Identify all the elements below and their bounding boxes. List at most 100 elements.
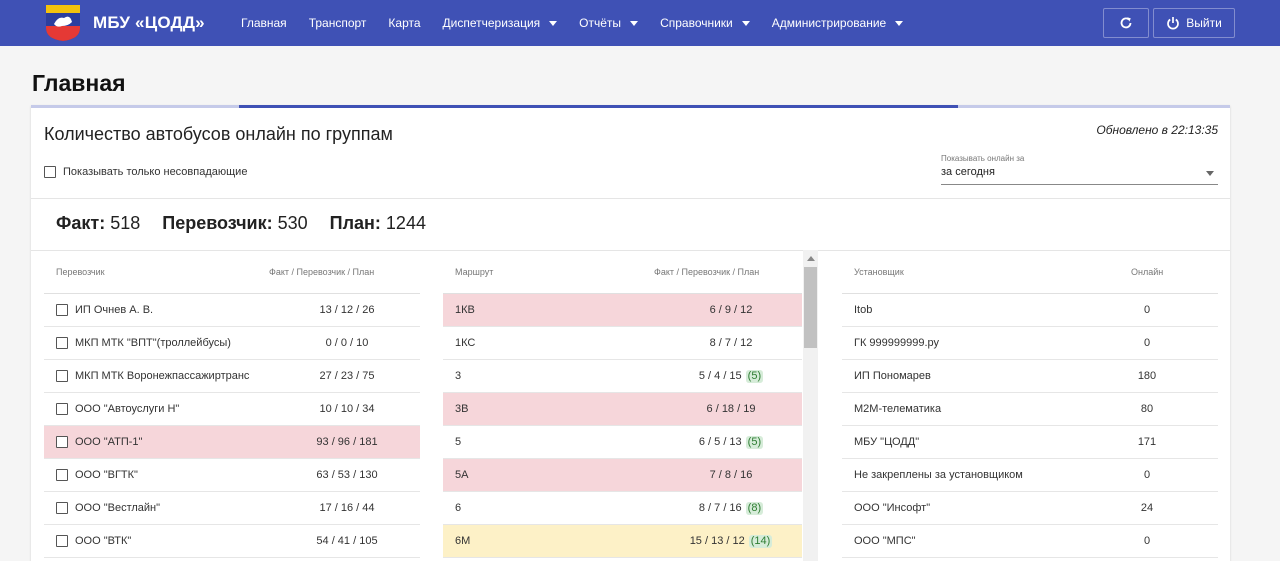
carrier-counts: 13 / 12 / 26 (319, 304, 375, 316)
chevron-down-icon (741, 20, 750, 26)
carrier-cell: МКП МТК "ВПТ"(троллейбусы) (56, 337, 231, 349)
chevron-down-icon (630, 20, 639, 26)
installer-online-count: 0 (1143, 535, 1151, 547)
nav-item-label: Администрирование (771, 16, 887, 30)
nav-item-label: Карта (388, 16, 421, 30)
mismatch-filter[interactable]: Показывать только несовпадающие (44, 166, 247, 178)
total-value: 1244 (385, 213, 426, 233)
scrollbar-thumb[interactable] (804, 267, 817, 348)
nav-item-reports[interactable]: Отчёты (579, 16, 639, 30)
extra-count-badge: (5) (745, 370, 764, 383)
refresh-button[interactable] (1103, 8, 1149, 38)
carrier-checkbox[interactable] (56, 403, 68, 415)
nav-item-label: Главная (241, 16, 287, 30)
carrier-cell: ООО "Вестлайн" (56, 502, 160, 514)
chevron-down-icon (1206, 171, 1214, 176)
total-item: Перевозчик: 530 (162, 213, 307, 234)
table-row[interactable]: 3В 6 / 18 / 19 (443, 393, 802, 426)
brand[interactable]: МБУ «ЦОДД» (44, 4, 205, 42)
route-counts: 6 / 18 / 19 (681, 403, 781, 415)
nav-item-dispatch[interactable]: Диспетчеризация (443, 16, 558, 30)
carrier-checkbox[interactable] (56, 436, 68, 448)
routes-scrollbar[interactable] (803, 250, 818, 561)
installer-name: ГК 999999999.ру (854, 337, 940, 349)
table-row[interactable]: 1КВ 6 / 9 / 12 (443, 294, 802, 327)
installer-name: M2M-телематика (854, 403, 942, 415)
nav-item-home[interactable]: Главная (241, 16, 287, 30)
installer-name: Не закреплены за установщиком (854, 469, 1023, 481)
total-value: 518 (110, 213, 141, 233)
carrier-checkbox[interactable] (56, 337, 68, 349)
nav-item-admin[interactable]: Администрирование (771, 16, 904, 30)
carrier-cell: ООО "ВГТК" (56, 469, 138, 481)
carrier-counts: 10 / 10 / 34 (319, 403, 375, 415)
table-row[interactable]: ИП Очнев А. В. 13 / 12 / 26 (44, 294, 420, 327)
table-row[interactable]: ООО "ВТК" 54 / 41 / 105 (44, 525, 420, 558)
carrier-counts: 27 / 23 / 75 (319, 370, 375, 382)
nav-item-map[interactable]: Карта (388, 16, 420, 30)
nav-item-transport[interactable]: Транспорт (309, 16, 367, 30)
installer-name: ООО "МПС" (854, 535, 916, 547)
column-header-route: Маршрут (455, 267, 494, 277)
main-nav: Главная Транспорт Карта Диспетчеризация Отчё… (230, 0, 914, 46)
table-row: МБУ "ЦОДД" 171 (842, 426, 1218, 459)
table-row[interactable]: МКП МТК "ВПТ"(троллейбусы) 0 / 0 / 10 (44, 327, 420, 360)
carrier-counts: 17 / 16 / 44 (319, 502, 375, 514)
mismatch-checkbox[interactable] (44, 166, 56, 178)
nav-item-references[interactable]: Справочники (660, 16, 750, 30)
logout-button[interactable]: Выйти (1153, 8, 1235, 38)
route-name: 1КВ (455, 304, 475, 316)
carrier-name: ООО "Вестлайн" (75, 502, 161, 514)
table-row[interactable]: ООО "Автоуслуги Н" 10 / 10 / 34 (44, 393, 420, 426)
table-header: Маршрут Факт / Перевозчик / План (443, 250, 802, 294)
nav-item-label: Отчёты (579, 16, 622, 30)
table-row[interactable]: 5 6 / 5 / 13 (5) (443, 426, 802, 459)
carrier-checkbox[interactable] (56, 469, 68, 481)
table-row[interactable]: 1КС 8 / 7 / 12 (443, 327, 802, 360)
table-row[interactable]: 6 8 / 7 / 16 (8) (443, 492, 802, 525)
table-row: ИП Пономарев 180 (842, 360, 1218, 393)
installer-online-count: 0 (1143, 304, 1151, 316)
carrier-counts: 93 / 96 / 181 (316, 436, 378, 448)
carrier-cell: ООО "Автоуслуги Н" (56, 403, 179, 415)
table-row[interactable]: 5А 7 / 8 / 16 (443, 459, 802, 492)
carrier-checkbox[interactable] (56, 502, 68, 514)
period-select[interactable]: за сегодня (941, 166, 1218, 185)
carrier-name: ООО "ВТК" (75, 535, 132, 547)
installer-name: ООО "Инсофт" (854, 502, 931, 514)
scroll-up-icon[interactable] (807, 256, 815, 261)
route-counts-value: 15 / 13 / 12 (689, 535, 745, 547)
route-counts-value: 8 / 7 / 12 (709, 337, 753, 349)
updated-timestamp: Обновлено в 22:13:35 (1096, 123, 1218, 137)
carrier-name: МКП МТК "ВПТ"(троллейбусы) (75, 337, 231, 349)
table-row: Itob 0 (842, 294, 1218, 327)
table-row[interactable]: 3 5 / 4 / 15 (5) (443, 360, 802, 393)
table-row[interactable]: ООО "ВГТК" 63 / 53 / 130 (44, 459, 420, 492)
brand-name: МБУ «ЦОДД» (93, 13, 205, 32)
extra-count-badge: (14) (748, 535, 773, 548)
route-name: 3 (455, 370, 462, 382)
route-name: 3В (455, 403, 469, 415)
carriers-table: Перевозчик Факт / Перевозчик / План ИП О… (44, 250, 420, 558)
period-select-value: за сегодня (941, 166, 995, 178)
table-row[interactable]: МКП МТК Воронежпассажиртранс 27 / 23 / 75 (44, 360, 420, 393)
table-row: ГК 999999999.ру 0 (842, 327, 1218, 360)
route-counts-value: 5 / 4 / 15 (698, 370, 742, 382)
table-row[interactable]: ООО "АТП-1" 93 / 96 / 181 (44, 426, 420, 459)
carrier-name: ООО "АТП-1" (75, 436, 143, 448)
column-header-counts: Факт / Перевозчик / План (654, 267, 760, 277)
installer-name: ИП Пономарев (854, 370, 931, 382)
carrier-checkbox[interactable] (56, 370, 68, 382)
installer-online-count: 0 (1143, 469, 1151, 481)
route-counts: 5 / 4 / 15 (5) (681, 370, 781, 383)
route-name: 5А (455, 469, 469, 481)
table-row[interactable]: 6М 15 / 13 / 12 (14) (443, 525, 802, 558)
table-row[interactable]: ООО "Вестлайн" 17 / 16 / 44 (44, 492, 420, 525)
installers-table: Установщик Онлайн Itob 0 ГК 999999999.ру 0 И… (842, 250, 1218, 558)
table-row: M2M-телематика 80 (842, 393, 1218, 426)
page-title: Главная (32, 70, 126, 96)
navbar-actions: Выйти (1099, 8, 1235, 38)
carrier-checkbox[interactable] (56, 304, 68, 316)
carrier-checkbox[interactable] (56, 535, 68, 547)
power-icon (1167, 17, 1180, 30)
